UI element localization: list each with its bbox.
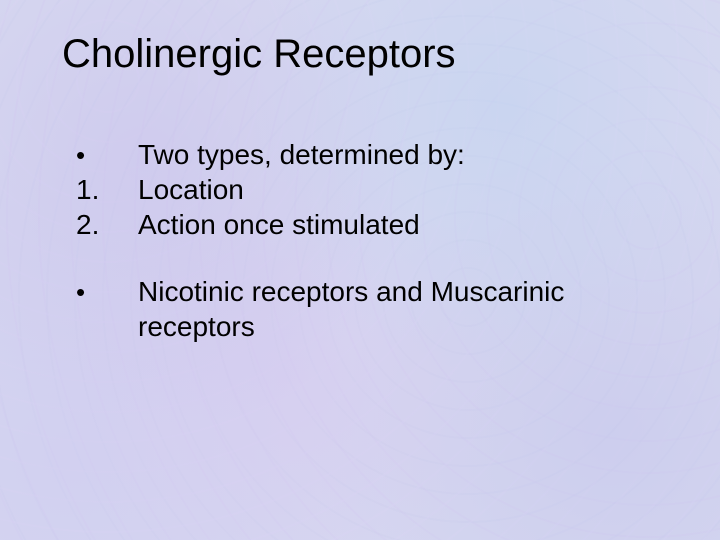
bullet-item: Nicotinic receptors and Muscarinic recep… — [62, 275, 662, 343]
slide-body: Two types, determined by: 1. Location 2.… — [62, 138, 662, 345]
slide-title: Cholinergic Receptors — [62, 32, 456, 77]
list-text: Location — [138, 173, 662, 207]
bullet-text: Two types, determined by: — [138, 138, 662, 172]
numbered-item: 1. Location — [62, 173, 662, 207]
slide: Cholinergic Receptors Two types, determi… — [0, 0, 720, 540]
bullet-item: Two types, determined by: — [62, 138, 662, 172]
list-text: Action once stimulated — [138, 208, 662, 242]
list-number: 1. — [62, 173, 138, 207]
bullet-icon — [62, 138, 138, 172]
bullet-icon — [62, 275, 138, 343]
spacer — [62, 243, 662, 275]
bullet-text: Nicotinic receptors and Muscarinic recep… — [138, 275, 662, 343]
list-number: 2. — [62, 208, 138, 242]
numbered-item: 2. Action once stimulated — [62, 208, 662, 242]
